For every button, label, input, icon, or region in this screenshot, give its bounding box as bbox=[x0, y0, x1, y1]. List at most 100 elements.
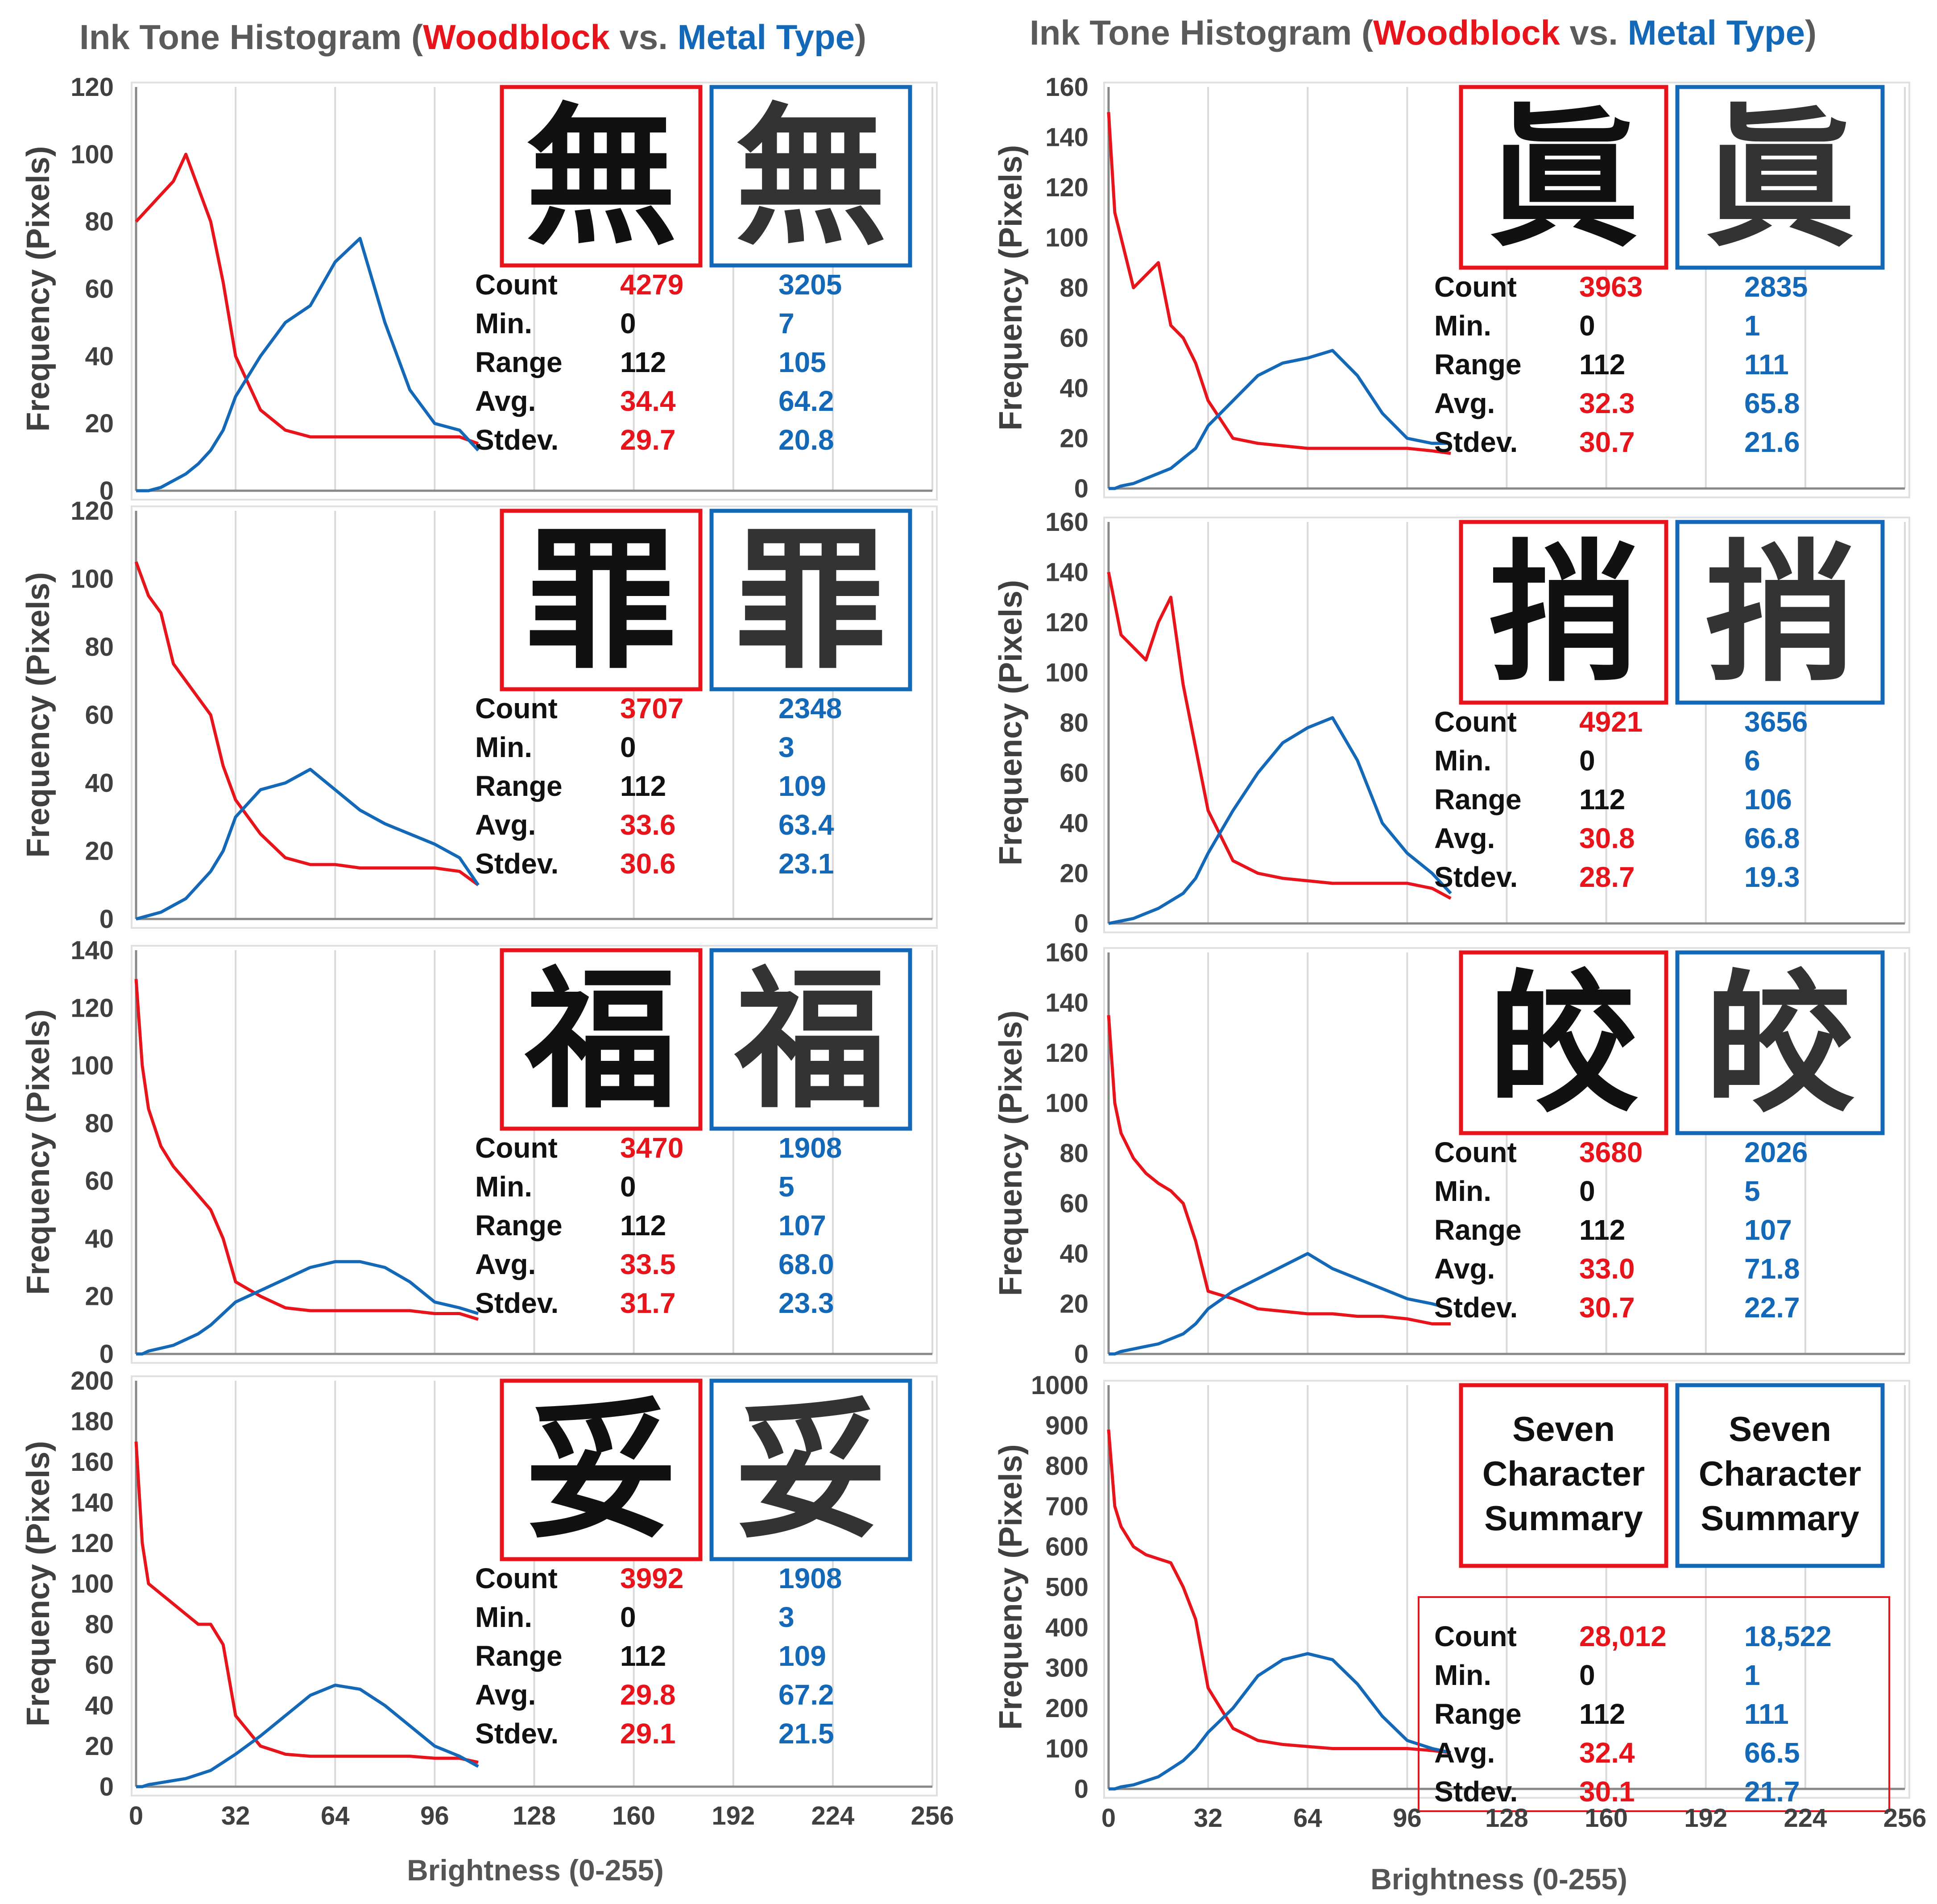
y-tick-label: 100 bbox=[1045, 1089, 1089, 1118]
y-tick-label: 80 bbox=[1060, 273, 1089, 302]
woodblock-point bbox=[1114, 1506, 1115, 1507]
y-tick-label: 0 bbox=[99, 476, 114, 505]
y-axis-title: Frequency (Pixels) bbox=[993, 1444, 1029, 1730]
x-tick-label: 160 bbox=[612, 1801, 655, 1830]
y-tick-label: 120 bbox=[70, 73, 114, 102]
metal-type-stat-value: 106 bbox=[1744, 783, 1792, 815]
metal-type-stat-value: 20.8 bbox=[778, 424, 834, 456]
y-tick-label: 100 bbox=[70, 1569, 114, 1598]
metal-type-point bbox=[1450, 893, 1451, 894]
woodblock-stat-value: 32.4 bbox=[1579, 1737, 1635, 1769]
title-right-prefix: Ink Tone Histogram ( bbox=[1030, 13, 1373, 52]
metal-type-point bbox=[198, 1774, 199, 1775]
stat-label: Avg. bbox=[1434, 387, 1495, 419]
x-tick-label: 256 bbox=[911, 1801, 954, 1830]
x-tick-label: 0 bbox=[129, 1801, 143, 1830]
metal-type-point bbox=[148, 1784, 149, 1785]
woodblock-point bbox=[223, 1644, 224, 1645]
woodblock-sample-box bbox=[500, 85, 703, 268]
woodblock-point bbox=[136, 221, 137, 222]
y-tick-label: 700 bbox=[1045, 1492, 1089, 1521]
title-left-mid: vs. bbox=[610, 17, 678, 57]
woodblock-point bbox=[1357, 883, 1358, 884]
woodblock-stat-value: 29.1 bbox=[620, 1718, 676, 1750]
y-tick-label: 1000 bbox=[1031, 1371, 1089, 1400]
metal-type-series-line bbox=[1109, 1252, 1451, 1356]
woodblock-character-glyph: 捎 bbox=[1488, 530, 1639, 699]
woodblock-stat-value: 3707 bbox=[620, 692, 683, 724]
y-tick-label: 200 bbox=[70, 1366, 114, 1395]
woodblock-point bbox=[1450, 453, 1451, 454]
woodblock-stat-value: 3680 bbox=[1579, 1136, 1643, 1168]
stat-label: Range bbox=[475, 1640, 563, 1672]
title-left-series2: Metal Type bbox=[678, 17, 855, 57]
y-tick-label: 80 bbox=[85, 1109, 114, 1138]
metal-type-stat-value: 5 bbox=[778, 1171, 795, 1203]
metal-type-point bbox=[173, 1780, 174, 1781]
y-tick-label: 40 bbox=[1060, 1239, 1089, 1268]
metal-type-point bbox=[173, 480, 174, 481]
woodblock-point bbox=[1183, 1203, 1184, 1204]
y-tick-label: 140 bbox=[70, 1488, 114, 1517]
metal-type-stat-value: 66.5 bbox=[1744, 1737, 1800, 1769]
metal-type-character-glyph: 皎 bbox=[1704, 960, 1856, 1130]
metal-type-point bbox=[1450, 1308, 1451, 1309]
x-tick-label: 0 bbox=[1101, 1804, 1116, 1833]
woodblock-stat-value: 0 bbox=[620, 1171, 636, 1203]
metal-type-stat-value: 107 bbox=[1744, 1214, 1792, 1246]
metal-type-point bbox=[1357, 375, 1358, 376]
stat-label: Avg. bbox=[475, 1679, 536, 1711]
woodblock-character-glyph: 罪 bbox=[526, 517, 677, 686]
metal-type-stat-value: 1908 bbox=[778, 1132, 842, 1164]
stat-label: Count bbox=[475, 692, 558, 724]
metal-type-stat-value: 109 bbox=[778, 770, 826, 802]
chart-panel-2: 0 20 40 60 80 100 120 140 160 Frequency (Pixels) 眞… bbox=[993, 73, 1910, 503]
metal-type-stat-value: 3205 bbox=[778, 269, 842, 301]
y-tick-label: 60 bbox=[85, 275, 114, 304]
panel-frame bbox=[1103, 947, 1910, 1364]
woodblock-character-glyph: 妥 bbox=[526, 1387, 677, 1556]
y-tick-label: 120 bbox=[70, 497, 114, 526]
chart-panel-3: 0 20 40 60 80 100 120 Frequency (Pixels) 罪罪 Count… bbox=[21, 497, 938, 934]
woodblock-stat-value: 112 bbox=[1579, 1698, 1625, 1730]
y-tick-label: 80 bbox=[85, 207, 114, 236]
metal-type-series-line bbox=[136, 1260, 479, 1356]
woodblock-stat-value: 3470 bbox=[620, 1132, 683, 1164]
y-tick-label: 160 bbox=[1045, 938, 1089, 967]
woodblock-series-line bbox=[1107, 1429, 1451, 1755]
woodblock-series-line bbox=[134, 1441, 479, 1764]
woodblock-sample-box bbox=[1459, 1383, 1668, 1568]
metal-type-point bbox=[1114, 488, 1115, 489]
x-tick-label: 64 bbox=[1293, 1804, 1322, 1833]
stat-label: Avg. bbox=[1434, 1737, 1495, 1769]
y-tick-label: 20 bbox=[1060, 424, 1089, 453]
woodblock-series-line bbox=[1107, 1015, 1451, 1325]
y-tick-label: 120 bbox=[70, 993, 114, 1022]
metal-type-character-glyph: 無 bbox=[735, 93, 887, 262]
stat-label: Avg. bbox=[475, 809, 536, 841]
metal-type-sample-box bbox=[1675, 1383, 1885, 1568]
woodblock-point bbox=[1357, 448, 1358, 449]
stat-label: Min. bbox=[475, 731, 532, 763]
stat-label: Count bbox=[475, 269, 558, 301]
stat-label: Min. bbox=[475, 307, 532, 339]
metal-type-stat-value: 65.8 bbox=[1744, 387, 1800, 419]
metal-type-series-line bbox=[136, 768, 480, 921]
y-axis-title: Frequency (Pixels) bbox=[21, 1441, 56, 1726]
stat-label: Stdev. bbox=[475, 1287, 559, 1319]
woodblock-point bbox=[285, 857, 286, 858]
y-tick-label: 100 bbox=[1045, 1734, 1089, 1763]
title-right-mid: vs. bbox=[1560, 13, 1628, 52]
x-tick-label: 96 bbox=[420, 1801, 449, 1830]
x-tick-label: 224 bbox=[811, 1801, 854, 1830]
metal-type-series-line bbox=[1109, 349, 1451, 490]
stat-label: Range bbox=[1434, 1214, 1522, 1246]
metal-type-point bbox=[1357, 760, 1358, 761]
y-tick-label: 120 bbox=[70, 1529, 114, 1558]
woodblock-sample-box bbox=[500, 1378, 703, 1561]
y-tick-label: 0 bbox=[99, 1340, 114, 1369]
metal-type-character-glyph: 眞 bbox=[1704, 95, 1856, 264]
title-left-series1: Woodblock bbox=[423, 17, 610, 57]
stat-label: Avg. bbox=[475, 1248, 536, 1280]
